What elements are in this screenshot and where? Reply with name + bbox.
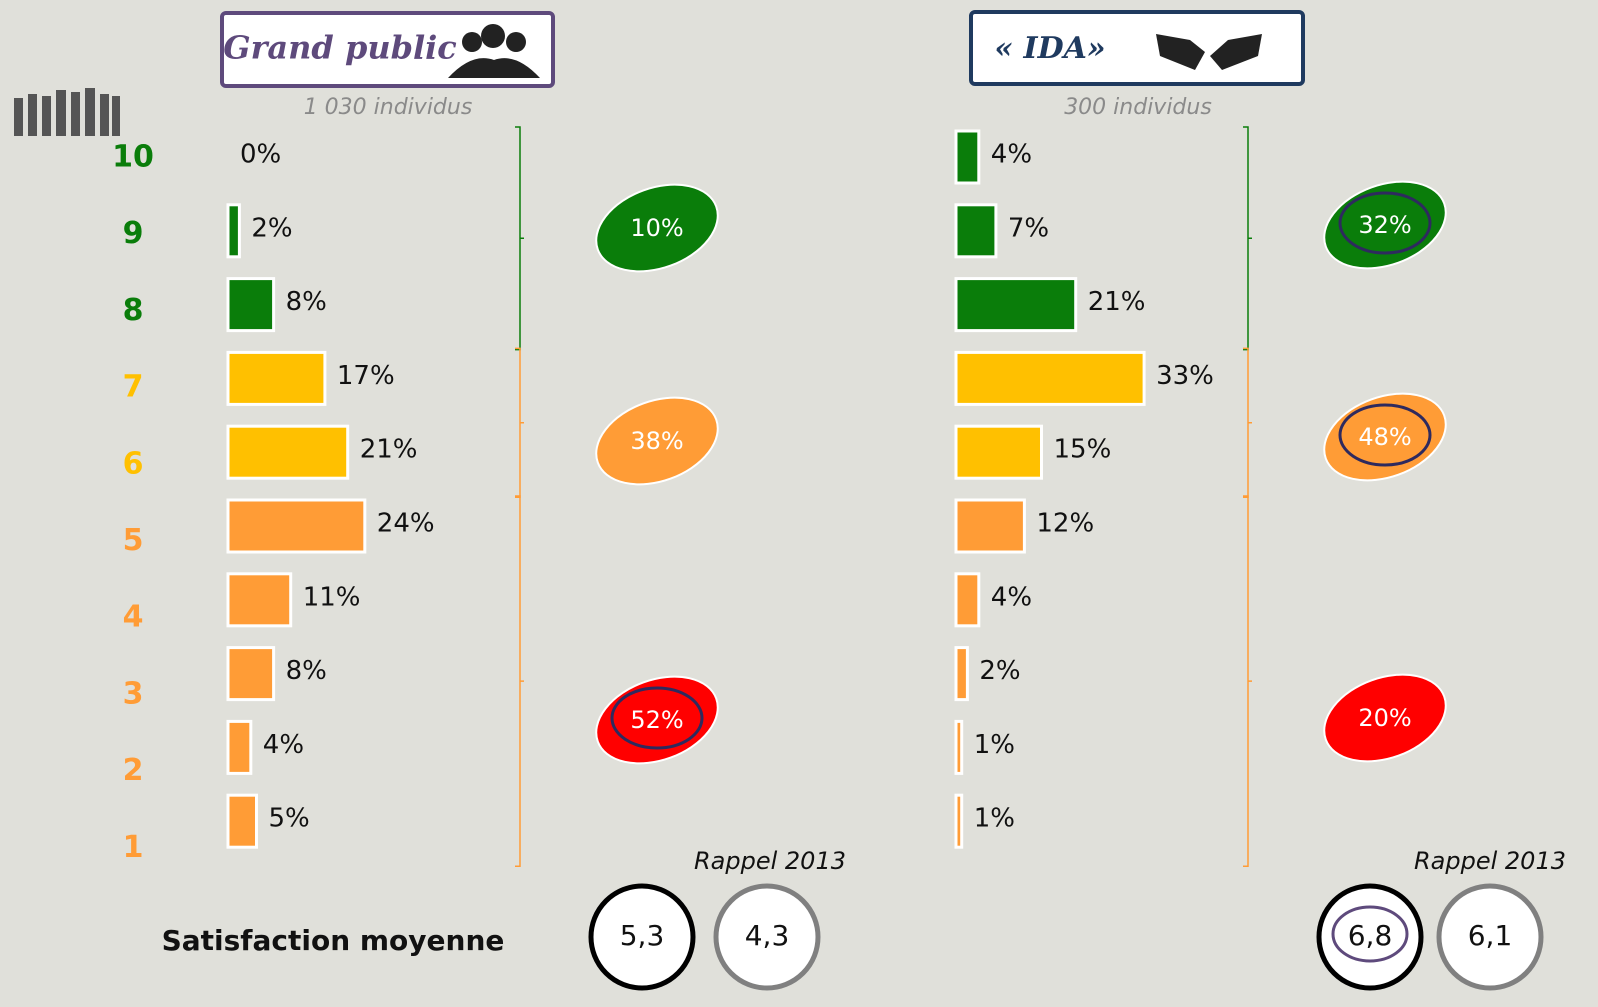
value-label: 4% [263, 730, 304, 760]
group-label: 32% [1358, 211, 1411, 239]
mean-label: 6,8 [1348, 919, 1393, 952]
category-label: 8 [123, 293, 144, 328]
value-label: 12% [1036, 509, 1094, 539]
mean-label: 5,3 [620, 919, 665, 952]
previous-label: 4,3 [745, 919, 790, 952]
bar [954, 424, 1043, 480]
previous-label: 6,1 [1468, 919, 1513, 952]
value-label: 4% [991, 582, 1032, 612]
group-label: 20% [1358, 704, 1411, 732]
category-label: 4 [123, 600, 144, 635]
value-label: 15% [1054, 435, 1112, 465]
value-label: 2% [251, 213, 292, 243]
bar [954, 350, 1146, 406]
bar [954, 719, 964, 775]
group-label: 38% [630, 427, 683, 455]
category-label: 2 [123, 753, 144, 788]
highlight-ring [1338, 191, 1432, 255]
value-label: 11% [303, 582, 361, 612]
handshake-icon [1156, 34, 1262, 70]
bar [226, 277, 276, 333]
category-label: 1 [123, 830, 144, 865]
bracket [1243, 347, 1252, 498]
bar [954, 646, 969, 702]
bar [226, 424, 350, 480]
value-label: 8% [286, 656, 327, 686]
value-label: 1% [974, 804, 1015, 834]
bracket [515, 347, 524, 498]
group-label: 52% [630, 706, 683, 734]
previous-caption: Rappel 2013 [694, 847, 846, 875]
value-label: 21% [360, 435, 418, 465]
bar [226, 350, 327, 406]
bar [954, 203, 998, 259]
bar [226, 646, 276, 702]
category-label: 7 [123, 370, 144, 405]
value-label: 8% [286, 287, 327, 317]
group-label: 10% [630, 214, 683, 242]
bar [954, 793, 964, 849]
value-label: 24% [377, 509, 435, 539]
chart-title: « IDA» [994, 31, 1105, 66]
chart-title: Grand public [223, 29, 457, 67]
subtitle: 1 030 individus [304, 95, 473, 120]
bar [226, 719, 253, 775]
category-label: 9 [123, 216, 144, 251]
group-label: 48% [1358, 423, 1411, 451]
bracket [1243, 126, 1252, 351]
value-label: 1% [974, 730, 1015, 760]
bar [226, 203, 241, 259]
value-label: 7% [1008, 213, 1049, 243]
bar [954, 498, 1026, 554]
footer-label: Satisfaction moyenne [162, 924, 505, 957]
value-label: 2% [979, 656, 1020, 686]
highlight-ring [1338, 403, 1432, 467]
bracket [515, 495, 524, 867]
bar [954, 277, 1078, 333]
group-ellipse [1323, 673, 1447, 763]
bar [226, 498, 367, 554]
mean-circle [588, 883, 696, 991]
group-icon [448, 24, 540, 78]
value-label: 5% [269, 804, 310, 834]
category-label: 6 [123, 446, 144, 481]
value-label: 0% [240, 140, 281, 170]
bar [226, 572, 293, 628]
bar [954, 572, 981, 628]
highlight-ring [610, 686, 704, 750]
mean-circle [1316, 883, 1424, 991]
people-icon [14, 88, 120, 136]
bracket [1243, 495, 1252, 867]
value-label: 33% [1156, 361, 1214, 391]
group-ellipse [595, 183, 719, 273]
subtitle: 300 individus [1064, 95, 1212, 120]
bracket [515, 126, 524, 351]
category-label: 5 [123, 523, 144, 558]
group-ellipse [595, 396, 719, 486]
value-label: 17% [337, 361, 395, 391]
highlight-ring [1331, 905, 1409, 963]
category-label: 3 [123, 676, 144, 711]
previous-caption: Rappel 2013 [1414, 847, 1566, 875]
previous-circle [713, 883, 821, 991]
value-label: 4% [991, 140, 1032, 170]
bar [226, 793, 258, 849]
bar [954, 129, 981, 185]
category-label: 10 [112, 140, 154, 175]
value-label: 21% [1088, 287, 1146, 317]
previous-circle [1436, 883, 1544, 991]
